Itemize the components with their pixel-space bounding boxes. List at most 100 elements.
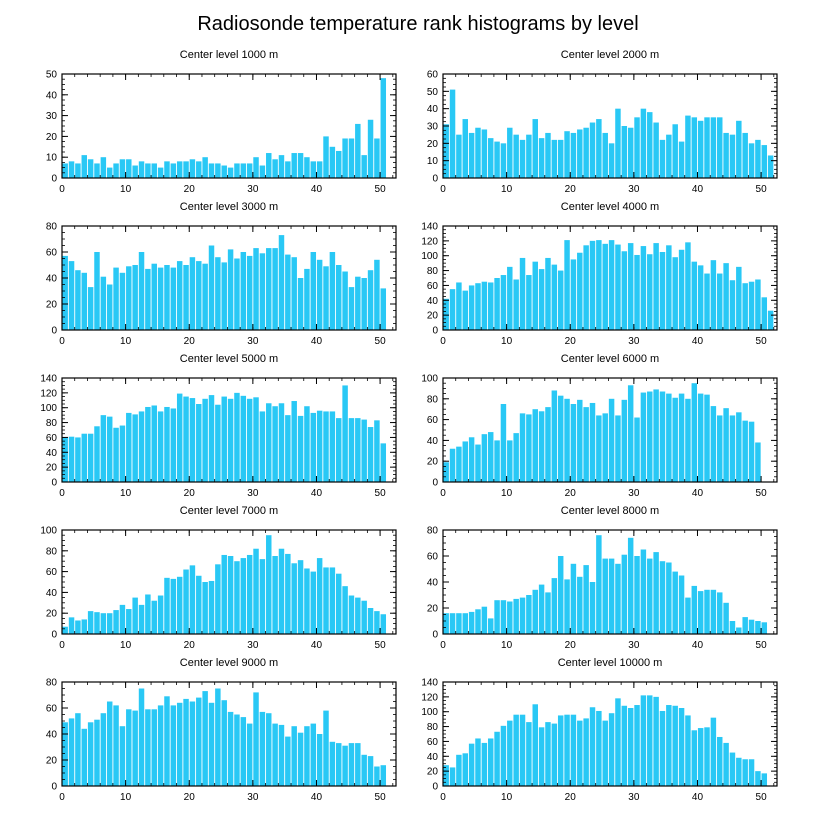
histogram-bar xyxy=(596,415,602,482)
histogram-bar xyxy=(291,153,297,178)
histogram-bar xyxy=(468,132,475,178)
histogram-bar xyxy=(717,592,723,634)
y-tick-label: 60 xyxy=(46,433,58,444)
x-tick-label: 20 xyxy=(565,640,577,651)
histogram-bar xyxy=(666,562,672,634)
histogram-bar xyxy=(215,564,221,634)
histogram-bar xyxy=(310,571,317,634)
histogram-bar xyxy=(647,558,653,634)
histogram-bar xyxy=(240,395,247,482)
histogram-bar xyxy=(723,408,729,482)
histogram-bar xyxy=(621,705,628,786)
y-tick-label: 20 xyxy=(46,132,58,143)
histogram-bar xyxy=(100,613,107,634)
histogram-bar xyxy=(468,611,475,634)
x-tick-label: 40 xyxy=(692,336,704,347)
histogram-bar xyxy=(589,122,596,178)
x-tick-label: 50 xyxy=(375,640,387,651)
histogram-bar xyxy=(367,756,374,786)
x-tick-label: 20 xyxy=(184,336,196,347)
histogram-bar xyxy=(316,734,323,786)
histogram-bar xyxy=(532,589,538,634)
histogram-bar xyxy=(653,552,659,634)
histogram-bar xyxy=(106,284,113,330)
histogram-bar xyxy=(494,440,500,482)
histogram-bar xyxy=(126,266,132,330)
x-tick-label: 30 xyxy=(628,488,640,499)
histogram-bar xyxy=(246,398,253,482)
histogram-bar xyxy=(627,708,634,786)
histogram-bar xyxy=(119,425,126,482)
histogram-bar xyxy=(100,157,107,178)
histogram-bar xyxy=(208,702,215,786)
y-tick-label: 80 xyxy=(46,222,58,233)
histogram-bar xyxy=(221,165,227,178)
histogram-bar xyxy=(380,765,387,786)
y-tick-label: 40 xyxy=(46,274,58,285)
x-tick-label: 10 xyxy=(501,488,513,499)
histogram-bar xyxy=(710,117,717,178)
histogram-bar xyxy=(748,759,755,786)
histogram-bar xyxy=(678,575,685,634)
histogram-bar xyxy=(119,272,126,330)
histogram-bar xyxy=(336,150,342,178)
histogram-bar xyxy=(678,141,685,178)
histogram-bar xyxy=(87,159,94,178)
histogram-bar xyxy=(736,120,742,178)
y-tick-label: 30 xyxy=(427,122,439,133)
histogram-bar xyxy=(761,773,768,786)
histogram-bar xyxy=(475,444,481,482)
histogram-bar xyxy=(106,167,113,178)
histogram-bar xyxy=(87,722,94,786)
histogram-bar xyxy=(704,589,710,634)
histogram-bar xyxy=(507,266,513,330)
histogram-bar xyxy=(481,281,488,330)
histogram-bar xyxy=(62,722,68,786)
histogram-bar xyxy=(589,582,596,634)
x-tick-label: 0 xyxy=(440,640,446,651)
histogram-bar xyxy=(449,448,456,482)
histogram-bar xyxy=(348,595,355,634)
histogram-bar xyxy=(100,276,107,330)
histogram-bar xyxy=(729,752,736,786)
histogram-bar xyxy=(342,271,348,330)
histogram-bar xyxy=(94,252,100,330)
histogram-bar xyxy=(253,157,259,178)
histogram-bar xyxy=(157,595,164,634)
histogram-bar xyxy=(361,278,367,330)
x-tick-label: 20 xyxy=(184,640,196,651)
y-tick-label: 100 xyxy=(421,374,438,385)
y-tick-label: 10 xyxy=(427,156,439,167)
histogram-bar xyxy=(538,269,545,330)
histogram-bar xyxy=(462,613,468,634)
histogram-bar xyxy=(87,611,94,634)
histogram-bar xyxy=(468,285,475,330)
histogram-bar xyxy=(196,161,202,178)
histogram-bar xyxy=(634,556,640,634)
y-tick-label: 0 xyxy=(432,478,438,489)
histogram-bar xyxy=(278,155,285,178)
histogram-bar xyxy=(697,728,704,786)
histogram-bar xyxy=(234,258,240,330)
x-tick-label: 20 xyxy=(184,792,196,803)
histogram-bar xyxy=(323,567,329,634)
histogram-bar xyxy=(647,254,653,330)
histogram-bar xyxy=(342,745,348,786)
histogram-bar xyxy=(342,385,348,482)
histogram-bar xyxy=(545,132,551,178)
histogram-bar xyxy=(240,558,247,634)
y-tick-label: 40 xyxy=(427,752,439,763)
x-tick-label: 40 xyxy=(311,336,323,347)
histogram-bar xyxy=(742,420,748,482)
histogram-bar xyxy=(608,240,615,330)
histogram-bar xyxy=(507,720,513,786)
histogram-bar xyxy=(196,697,202,786)
y-tick-label: 120 xyxy=(421,692,438,703)
histogram-bar xyxy=(685,242,691,330)
histogram-bar xyxy=(685,715,691,786)
histogram-bar xyxy=(761,622,768,634)
histogram-bar xyxy=(355,743,361,786)
histogram-panel-2: Center level 2000 m 0 10 20 30 40 50 0 10 20 30 40 5… xyxy=(427,49,778,195)
y-tick-label: 40 xyxy=(427,104,439,115)
histogram-bar xyxy=(717,736,723,786)
